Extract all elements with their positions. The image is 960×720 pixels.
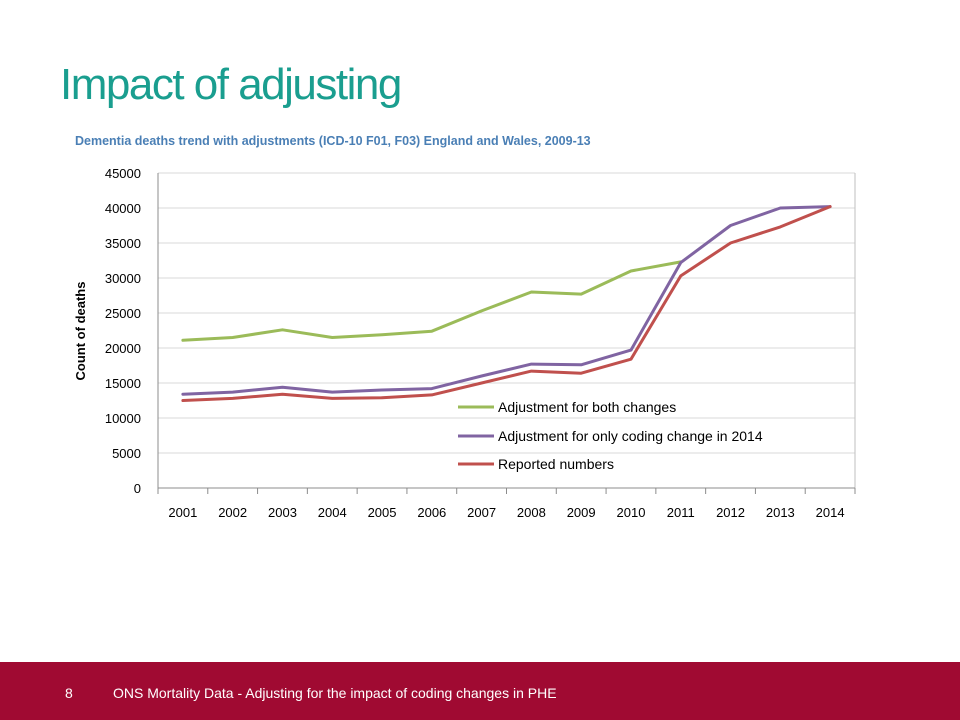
x-tick-label: 2006	[417, 505, 446, 520]
x-tick-label: 2011	[667, 505, 695, 520]
y-tick-label: 15000	[105, 376, 141, 391]
y-axis-label: Count of deaths	[73, 282, 88, 381]
x-tick-label: 2001	[168, 505, 197, 520]
x-tick-label: 2009	[567, 505, 596, 520]
y-tick-label: 40000	[105, 201, 141, 216]
y-tick-label: 20000	[105, 341, 141, 356]
slide-title: Impact of adjusting	[60, 60, 402, 109]
y-tick-label: 25000	[105, 306, 141, 321]
series-line-1	[181, 260, 683, 342]
legend-label: Adjustment for only coding change in 201…	[498, 428, 763, 444]
y-tick-label: 5000	[112, 446, 141, 461]
legend-label: Adjustment for both changes	[498, 399, 676, 415]
page-number: 8	[65, 685, 73, 701]
footer-bar: 8 ONS Mortality Data - Adjusting for the…	[0, 662, 960, 720]
x-tick-label: 2014	[816, 505, 845, 520]
y-tick-label: 35000	[105, 236, 141, 251]
x-tick-label: 2013	[766, 505, 795, 520]
x-tick-label: 2004	[318, 505, 347, 520]
x-tick-label: 2012	[716, 505, 745, 520]
y-tick-label: 30000	[105, 271, 141, 286]
chart-title: Dementia deaths trend with adjustments (…	[75, 134, 591, 148]
series-line-3	[181, 205, 832, 402]
legend-label: Reported numbers	[498, 456, 614, 472]
y-tick-label: 0	[134, 481, 141, 496]
series-line-2	[181, 205, 832, 396]
y-tick-label: 10000	[105, 411, 141, 426]
x-tick-label: 2005	[368, 505, 397, 520]
x-tick-label: 2007	[467, 505, 496, 520]
y-tick-label: 45000	[105, 166, 141, 181]
x-tick-label: 2010	[617, 505, 646, 520]
x-tick-label: 2003	[268, 505, 297, 520]
x-tick-label: 2002	[218, 505, 247, 520]
x-tick-label: 2008	[517, 505, 546, 520]
footer-text: ONS Mortality Data - Adjusting for the i…	[113, 685, 557, 701]
